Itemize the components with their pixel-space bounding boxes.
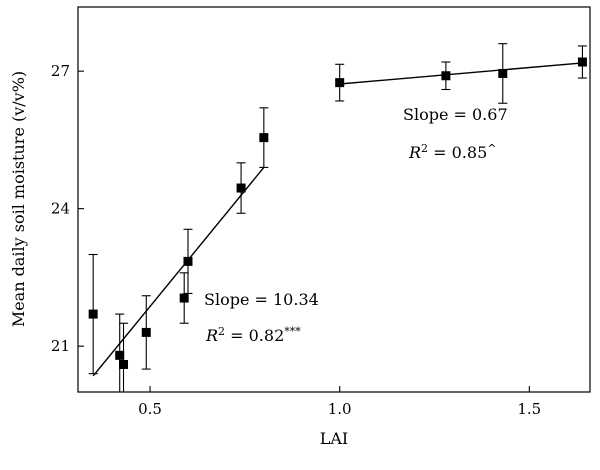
r2-symbol: R bbox=[205, 326, 218, 345]
data-point bbox=[441, 71, 451, 81]
significance-mark: ^ bbox=[487, 142, 496, 155]
annotation-slope-low: Slope = 10.34 bbox=[204, 290, 319, 309]
fit-line-0 bbox=[92, 166, 265, 377]
data-point bbox=[236, 183, 246, 193]
y-tick-label: 24 bbox=[51, 200, 70, 218]
data-point bbox=[119, 360, 129, 369]
data-point bbox=[335, 78, 345, 88]
plot-frame bbox=[77, 6, 591, 393]
x-tick-label: 0.5 bbox=[138, 400, 162, 418]
y-axis-ticks: 21 24 27 bbox=[51, 62, 84, 355]
significance-mark: *** bbox=[284, 325, 301, 338]
data-point bbox=[498, 68, 508, 78]
y-tick-label: 27 bbox=[51, 62, 70, 80]
x-tick-label: 1.5 bbox=[517, 400, 541, 418]
data-point bbox=[115, 350, 125, 360]
x-tick-label: 1.0 bbox=[328, 400, 352, 418]
annotation-slope-high: Slope = 0.67 bbox=[403, 105, 508, 124]
annotation-r2-high: R2 = 0.85^ bbox=[408, 142, 496, 163]
error-bars bbox=[88, 43, 587, 392]
r2-value: = 0.82 bbox=[225, 326, 284, 345]
y-axis-label: Mean daily soil moisture (v/v%) bbox=[9, 71, 28, 327]
r2-superscript: 2 bbox=[218, 325, 225, 338]
data-point bbox=[259, 133, 269, 143]
data-point bbox=[141, 327, 151, 337]
x-axis-ticks: 0.5 1.0 1.5 bbox=[138, 386, 541, 418]
data-point bbox=[577, 57, 587, 67]
data-point bbox=[88, 309, 98, 319]
r2-value: = 0.85 bbox=[428, 143, 487, 162]
r2-symbol: R bbox=[408, 143, 421, 162]
fit-line-1 bbox=[339, 62, 583, 85]
data-point bbox=[183, 256, 193, 266]
annotation-r2-low: R2 = 0.82*** bbox=[205, 325, 301, 346]
y-tick-label: 21 bbox=[51, 337, 70, 355]
data-point bbox=[179, 293, 189, 303]
x-axis-label: LAI bbox=[320, 429, 349, 448]
data-points bbox=[88, 57, 587, 369]
r2-superscript: 2 bbox=[421, 142, 428, 155]
fit-lines bbox=[92, 62, 583, 377]
